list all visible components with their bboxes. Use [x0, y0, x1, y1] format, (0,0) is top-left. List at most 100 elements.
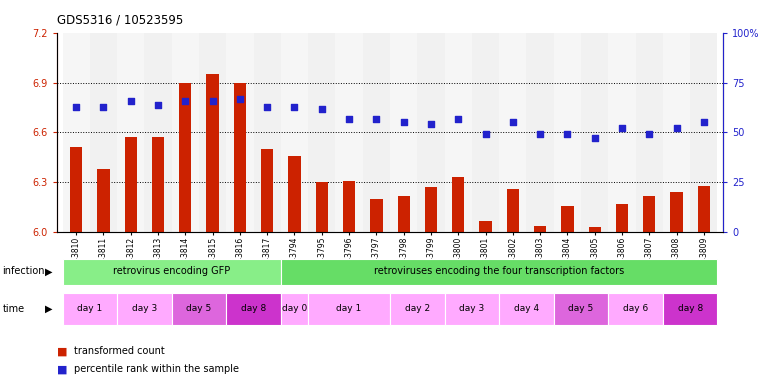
Point [343, 116, 355, 122]
Text: day 0: day 0 [282, 304, 307, 313]
Bar [125, 137, 137, 232]
Bar [581, 33, 608, 232]
Text: day 8: day 8 [677, 304, 703, 313]
Point [425, 121, 437, 127]
Point [670, 126, 683, 132]
Bar [62, 293, 117, 325]
Point [616, 126, 628, 132]
Point [288, 103, 301, 109]
Bar [281, 33, 308, 232]
Bar [234, 83, 246, 232]
Bar [343, 181, 355, 232]
Text: ▶: ▶ [45, 304, 53, 314]
Point [234, 96, 246, 102]
Text: ■: ■ [57, 346, 68, 356]
Bar [554, 293, 608, 325]
Point [588, 136, 600, 142]
Point [643, 131, 655, 137]
Point [316, 106, 328, 112]
Point [479, 131, 492, 137]
Bar [390, 33, 417, 232]
Bar [226, 33, 253, 232]
Bar [444, 293, 499, 325]
Text: retrovirus encoding GFP: retrovirus encoding GFP [113, 266, 231, 276]
Text: day 2: day 2 [405, 304, 430, 313]
Bar [316, 182, 328, 232]
Bar [608, 33, 635, 232]
Bar [608, 293, 663, 325]
Bar [479, 221, 492, 232]
Bar [90, 33, 117, 232]
Text: transformed count: transformed count [74, 346, 164, 356]
Bar [554, 33, 581, 232]
Bar [172, 33, 199, 232]
Bar [397, 196, 409, 232]
Bar [534, 226, 546, 232]
Bar [616, 204, 628, 232]
Text: ▶: ▶ [45, 266, 53, 276]
Point [261, 103, 273, 109]
Point [70, 103, 82, 109]
Point [125, 98, 137, 104]
Text: day 1: day 1 [77, 304, 103, 313]
Bar [226, 293, 281, 325]
Bar [371, 199, 383, 232]
Bar [507, 189, 519, 232]
Bar [97, 169, 110, 232]
Point [206, 98, 218, 104]
Bar [444, 33, 472, 232]
Text: day 8: day 8 [241, 304, 266, 313]
Text: day 3: day 3 [459, 304, 485, 313]
Bar [363, 33, 390, 232]
Bar [643, 196, 655, 232]
Text: day 1: day 1 [336, 304, 361, 313]
Text: day 5: day 5 [568, 304, 594, 313]
Bar [70, 147, 82, 232]
Bar [499, 33, 527, 232]
Bar [452, 177, 464, 232]
Bar [690, 33, 718, 232]
Bar [417, 33, 444, 232]
Bar [425, 187, 437, 232]
Bar [206, 74, 218, 232]
Point [180, 98, 192, 104]
Bar [336, 33, 363, 232]
Bar [562, 206, 574, 232]
Bar [281, 293, 308, 325]
Bar [145, 33, 172, 232]
Bar [179, 83, 192, 232]
Point [97, 103, 110, 109]
Bar [390, 293, 444, 325]
Bar [663, 293, 718, 325]
Text: retroviruses encoding the four transcription factors: retroviruses encoding the four transcrip… [374, 266, 624, 276]
Bar [253, 33, 281, 232]
Bar [663, 33, 690, 232]
Point [397, 119, 409, 126]
Bar [635, 33, 663, 232]
Bar [527, 33, 554, 232]
Bar [117, 293, 172, 325]
Bar [308, 33, 336, 232]
Point [452, 116, 464, 122]
Bar [62, 259, 281, 285]
Bar [288, 156, 301, 232]
Point [152, 101, 164, 108]
Text: percentile rank within the sample: percentile rank within the sample [74, 364, 239, 374]
Bar [308, 293, 390, 325]
Text: ■: ■ [57, 364, 68, 374]
Bar [281, 259, 718, 285]
Point [562, 131, 574, 137]
Text: time: time [2, 304, 24, 314]
Text: day 3: day 3 [132, 304, 157, 313]
Bar [172, 293, 226, 325]
Point [534, 131, 546, 137]
Point [507, 119, 519, 126]
Bar [152, 137, 164, 232]
Bar [199, 33, 226, 232]
Bar [62, 33, 90, 232]
Bar [670, 192, 683, 232]
Bar [588, 227, 601, 232]
Text: GDS5316 / 10523595: GDS5316 / 10523595 [57, 13, 183, 26]
Text: day 4: day 4 [514, 304, 539, 313]
Text: day 5: day 5 [186, 304, 212, 313]
